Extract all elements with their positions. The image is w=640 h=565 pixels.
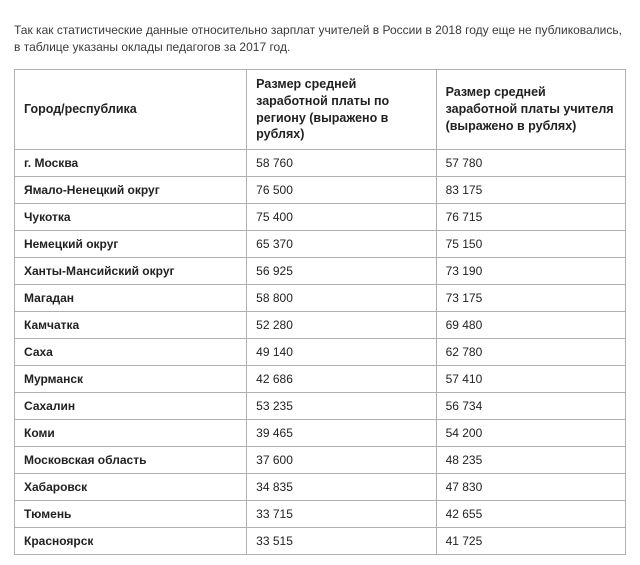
col-header-region: Город/республика	[15, 69, 247, 150]
table-row: Красноярск33 51541 725	[15, 528, 626, 555]
table-row: Ханты-Мансийский округ56 92573 190	[15, 258, 626, 285]
cell-teacher-salary: 76 715	[436, 204, 625, 231]
table-row: Московская область37 60048 235	[15, 447, 626, 474]
cell-avg-salary: 75 400	[247, 204, 436, 231]
table-row: Немецкий округ65 37075 150	[15, 231, 626, 258]
cell-region: Мурманск	[15, 366, 247, 393]
cell-avg-salary: 53 235	[247, 393, 436, 420]
cell-region: Коми	[15, 420, 247, 447]
cell-teacher-salary: 48 235	[436, 447, 625, 474]
cell-teacher-salary: 57 410	[436, 366, 625, 393]
table-row: Ямало-Ненецкий округ76 50083 175	[15, 177, 626, 204]
cell-avg-salary: 39 465	[247, 420, 436, 447]
cell-region: г. Москва	[15, 150, 247, 177]
cell-avg-salary: 65 370	[247, 231, 436, 258]
cell-avg-salary: 42 686	[247, 366, 436, 393]
cell-avg-salary: 52 280	[247, 312, 436, 339]
cell-avg-salary: 76 500	[247, 177, 436, 204]
cell-avg-salary: 58 760	[247, 150, 436, 177]
table-row: Чукотка75 40076 715	[15, 204, 626, 231]
cell-teacher-salary: 69 480	[436, 312, 625, 339]
col-header-teacher: Размер средней заработной платы учителя …	[436, 69, 625, 150]
table-row: Хабаровск34 83547 830	[15, 474, 626, 501]
cell-teacher-salary: 57 780	[436, 150, 625, 177]
intro-text: Так как статистические данные относитель…	[14, 22, 626, 57]
cell-region: Сахалин	[15, 393, 247, 420]
cell-region: Красноярск	[15, 528, 247, 555]
cell-teacher-salary: 47 830	[436, 474, 625, 501]
table-header-row: Город/республика Размер средней заработн…	[15, 69, 626, 150]
cell-region: Ханты-Мансийский округ	[15, 258, 247, 285]
table-row: Сахалин53 23556 734	[15, 393, 626, 420]
cell-region: Саха	[15, 339, 247, 366]
cell-teacher-salary: 83 175	[436, 177, 625, 204]
table-row: Тюмень33 71542 655	[15, 501, 626, 528]
cell-region: Магадан	[15, 285, 247, 312]
cell-avg-salary: 49 140	[247, 339, 436, 366]
cell-region: Хабаровск	[15, 474, 247, 501]
cell-avg-salary: 33 715	[247, 501, 436, 528]
salary-table: Город/республика Размер средней заработн…	[14, 69, 626, 556]
cell-teacher-salary: 75 150	[436, 231, 625, 258]
cell-teacher-salary: 73 175	[436, 285, 625, 312]
cell-teacher-salary: 41 725	[436, 528, 625, 555]
table-row: Коми39 46554 200	[15, 420, 626, 447]
cell-teacher-salary: 54 200	[436, 420, 625, 447]
cell-teacher-salary: 56 734	[436, 393, 625, 420]
table-row: Камчатка52 28069 480	[15, 312, 626, 339]
cell-avg-salary: 34 835	[247, 474, 436, 501]
cell-region: Тюмень	[15, 501, 247, 528]
cell-region: Московская область	[15, 447, 247, 474]
cell-avg-salary: 37 600	[247, 447, 436, 474]
table-row: Магадан58 80073 175	[15, 285, 626, 312]
cell-avg-salary: 58 800	[247, 285, 436, 312]
cell-region: Немецкий округ	[15, 231, 247, 258]
cell-region: Чукотка	[15, 204, 247, 231]
cell-region: Камчатка	[15, 312, 247, 339]
table-row: г. Москва58 76057 780	[15, 150, 626, 177]
table-row: Саха49 14062 780	[15, 339, 626, 366]
cell-teacher-salary: 73 190	[436, 258, 625, 285]
col-header-avg: Размер средней заработной платы по регио…	[247, 69, 436, 150]
cell-avg-salary: 56 925	[247, 258, 436, 285]
cell-teacher-salary: 62 780	[436, 339, 625, 366]
cell-region: Ямало-Ненецкий округ	[15, 177, 247, 204]
table-row: Мурманск42 68657 410	[15, 366, 626, 393]
cell-teacher-salary: 42 655	[436, 501, 625, 528]
cell-avg-salary: 33 515	[247, 528, 436, 555]
